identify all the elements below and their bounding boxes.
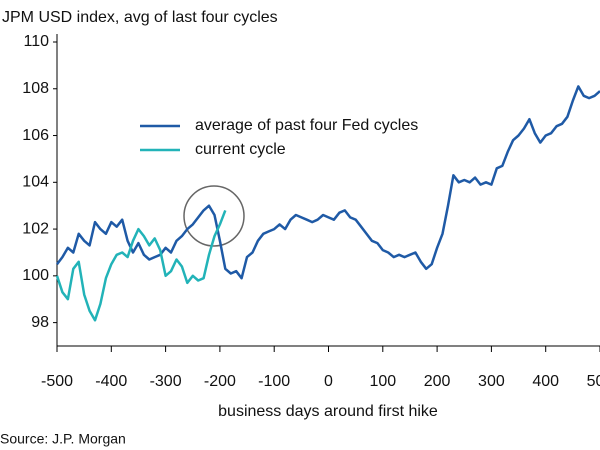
x-tick-label: -200 bbox=[204, 373, 236, 390]
highlight-circle bbox=[183, 185, 245, 247]
x-axis-label: business days around first hike bbox=[218, 403, 438, 420]
legend-label: current cycle bbox=[195, 141, 286, 158]
y-tick-label: 100 bbox=[22, 267, 49, 284]
source-note: Source: J.P. Morgan bbox=[0, 431, 126, 447]
series-line bbox=[55, 209, 227, 322]
x-tick-label: 300 bbox=[478, 373, 505, 390]
y-tick-label: 110 bbox=[23, 33, 49, 50]
y-tick-label: 104 bbox=[22, 174, 49, 191]
x-tick-label: 200 bbox=[424, 373, 451, 390]
chart-title: JPM USD index, avg of last four cycles bbox=[2, 9, 278, 26]
series-line bbox=[56, 85, 600, 280]
x-tick-label: 500 bbox=[587, 373, 600, 390]
y-tick-label: 106 bbox=[22, 127, 49, 144]
x-tick-label: -300 bbox=[150, 373, 182, 390]
y-tick-label: 98 bbox=[31, 314, 49, 331]
x-tick-label: 0 bbox=[324, 373, 333, 390]
legend-label: average of past four Fed cycles bbox=[195, 117, 418, 134]
x-tick-label: -400 bbox=[95, 373, 127, 390]
y-tick-label: 108 bbox=[22, 80, 49, 97]
x-tick-label: 100 bbox=[369, 373, 396, 390]
x-tick-label: -500 bbox=[41, 373, 73, 390]
x-tick-label: -100 bbox=[258, 373, 290, 390]
y-tick-label: 102 bbox=[22, 220, 49, 237]
x-tick-label: 400 bbox=[532, 373, 559, 390]
